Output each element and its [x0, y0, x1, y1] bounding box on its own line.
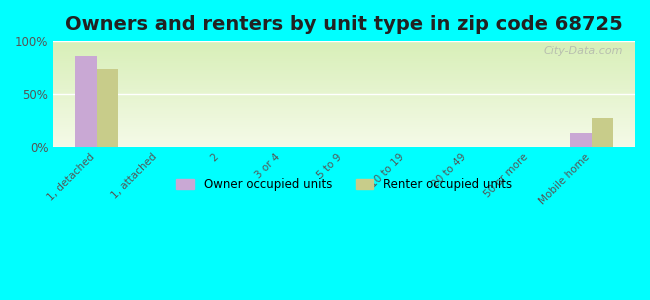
Bar — [592, 118, 614, 147]
Bar — [570, 133, 592, 147]
Title: Owners and renters by unit type in zip code 68725: Owners and renters by unit type in zip c… — [65, 15, 623, 34]
Bar — [97, 69, 118, 147]
Bar — [75, 56, 97, 147]
Bar — [75, 56, 97, 147]
Bar — [570, 133, 592, 147]
Text: City-Data.com: City-Data.com — [544, 46, 623, 56]
Bar — [97, 69, 118, 147]
Legend: Owner occupied units, Renter occupied units: Owner occupied units, Renter occupied un… — [172, 173, 517, 196]
Bar — [592, 118, 614, 147]
